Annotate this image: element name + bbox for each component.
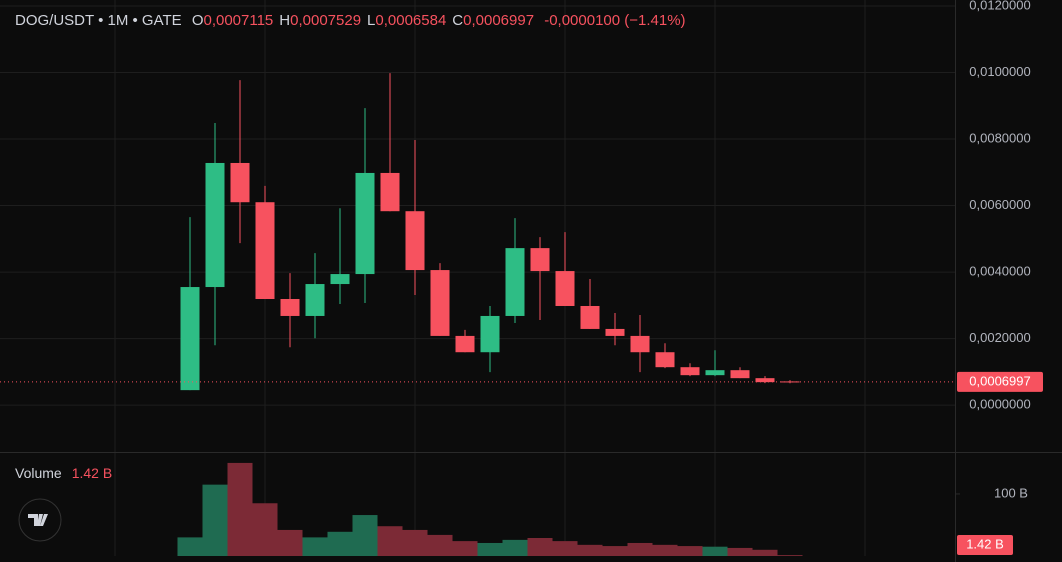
volume-bar: [202, 484, 228, 556]
candle-body: [480, 315, 500, 353]
legend-key: C: [452, 12, 464, 29]
y-tick-label: 0,0120000: [969, 0, 1030, 12]
volume-bar: [252, 503, 278, 556]
candle-body: [405, 211, 425, 271]
candle-body: [280, 299, 300, 316]
candle-body: [580, 305, 600, 329]
volume-header: Volume 1.42 B: [15, 465, 112, 481]
volume-badge-label: 1.42 B: [966, 536, 1004, 551]
legend-value: 0,0007115: [203, 12, 274, 29]
volume-bar: [327, 531, 353, 556]
volume-bar: [777, 555, 803, 556]
candle-body: [680, 367, 700, 376]
legend-key: O: [191, 12, 204, 29]
volume-bar: [702, 546, 728, 556]
candle-body: [230, 162, 250, 203]
volume-bar: [652, 544, 678, 556]
legend-value: 0,0006997: [463, 12, 535, 29]
volume-bar: [552, 541, 578, 556]
ohlc-legend: O0,0007115 H0,0007529 L0,0006584 C0,0006997: [186, 12, 534, 29]
candle-body: [355, 172, 375, 275]
candle-body: [705, 370, 725, 376]
candle-body: [605, 328, 625, 336]
volume-bar: [577, 544, 603, 556]
y-tick-label: 0,0080000: [969, 130, 1030, 145]
candle-body: [330, 274, 350, 285]
candle-body: [505, 248, 525, 316]
candle-body: [755, 378, 775, 383]
volume-bar: [727, 547, 753, 556]
candle-body: [255, 202, 275, 300]
volume-last: 1.42 B: [71, 465, 113, 481]
volume-bar: [427, 534, 453, 556]
candle-body: [380, 172, 400, 212]
candle-body: [530, 248, 550, 272]
volume-bar: [477, 542, 503, 556]
candle-body: [205, 162, 225, 288]
candle-body: [655, 352, 675, 368]
logo-mark: [28, 514, 48, 526]
legend-value: 0,0006584: [375, 12, 447, 29]
y-tick-label: 0,0000000: [969, 397, 1030, 412]
legend-key: L: [367, 12, 376, 29]
y-tick-label: 0,0040000: [969, 264, 1030, 279]
volume-bar: [302, 537, 328, 556]
candle-body: [180, 287, 200, 391]
volume-bar: [677, 546, 703, 556]
volume-bar: [527, 538, 553, 556]
volume-bar: [377, 526, 403, 556]
legend-key: H: [279, 12, 291, 29]
candle-body: [455, 335, 475, 353]
candle-body: [430, 270, 450, 336]
volume-bar: [752, 549, 778, 556]
candle-body: [780, 381, 800, 383]
volume-badge: [957, 535, 1013, 555]
legend-value: 0,0007529: [290, 12, 362, 29]
header: DOG/USDT • 1M • GATE O0,0007115 H0,000752…: [15, 12, 686, 29]
last-price-badge: [957, 371, 1043, 392]
volume-bar: [177, 537, 203, 556]
last-price-label: 0,0006997: [969, 373, 1030, 388]
volume-bar: [627, 542, 653, 556]
volume-bar: [402, 529, 428, 556]
candle-body: [555, 271, 575, 306]
volume-bar: [227, 462, 253, 556]
volume-tick-label: 100 B: [994, 485, 1028, 500]
volume-bar: [277, 529, 303, 556]
change: -0,0000100 (−1.41%): [544, 12, 686, 29]
y-tick-label: 0,0060000: [969, 197, 1030, 212]
volume-bar: [452, 541, 478, 556]
y-tick-label: 0,0100000: [969, 64, 1030, 79]
y-tick-label: 0,0020000: [969, 330, 1030, 345]
candle-body: [305, 284, 325, 316]
volume-bar: [502, 539, 528, 556]
candle-body: [630, 335, 650, 353]
candle-body: [730, 370, 750, 379]
symbol-title: DOG/USDT • 1M • GATE: [15, 12, 182, 29]
volume-bar: [352, 515, 378, 556]
tv-logo: [18, 498, 62, 542]
volume-title: Volume: [15, 465, 62, 481]
volume-bar: [602, 546, 628, 556]
